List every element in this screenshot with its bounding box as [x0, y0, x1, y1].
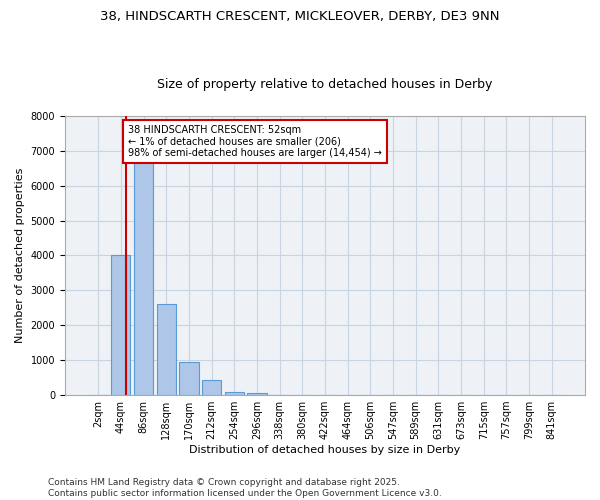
Bar	[224, 392, 244, 395]
Y-axis label: Number of detached properties: Number of detached properties	[15, 168, 25, 343]
Bar	[111, 256, 130, 395]
Title: Size of property relative to detached houses in Derby: Size of property relative to detached ho…	[157, 78, 493, 91]
X-axis label: Distribution of detached houses by size in Derby: Distribution of detached houses by size …	[190, 445, 461, 455]
Bar	[157, 304, 176, 395]
Text: 38, HINDSCARTH CRESCENT, MICKLEOVER, DERBY, DE3 9NN: 38, HINDSCARTH CRESCENT, MICKLEOVER, DER…	[100, 10, 500, 23]
Bar	[134, 133, 153, 395]
Text: Contains HM Land Registry data © Crown copyright and database right 2025.
Contai: Contains HM Land Registry data © Crown c…	[48, 478, 442, 498]
Bar	[202, 380, 221, 395]
Text: 38 HINDSCARTH CRESCENT: 52sqm
← 1% of detached houses are smaller (206)
98% of s: 38 HINDSCARTH CRESCENT: 52sqm ← 1% of de…	[128, 124, 382, 158]
Bar	[179, 362, 199, 395]
Bar	[247, 394, 266, 395]
